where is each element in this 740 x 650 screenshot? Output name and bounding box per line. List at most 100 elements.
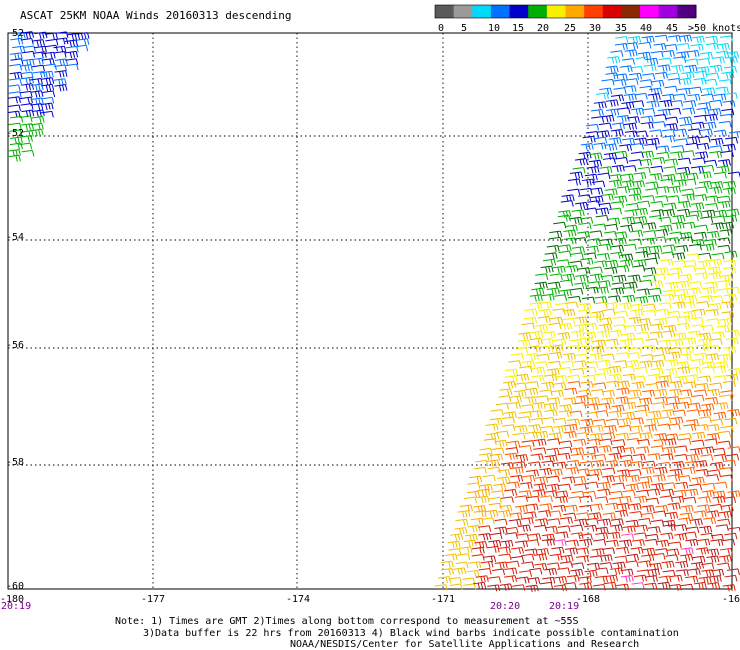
wind-barb — [663, 438, 677, 446]
wind-barb — [623, 85, 637, 93]
wind-barb — [680, 236, 694, 244]
wind-barb — [662, 330, 676, 338]
wind-barb — [638, 560, 652, 568]
wind-barb — [651, 402, 665, 409]
wind-barb — [599, 87, 613, 95]
wind-barb — [630, 309, 644, 317]
wind-barb — [569, 216, 583, 225]
wind-barb — [712, 447, 726, 455]
wind-barb — [591, 345, 605, 354]
wind-barb — [661, 293, 675, 301]
wind-barb — [535, 273, 549, 280]
wind-barb — [671, 495, 685, 503]
wind-barb — [477, 488, 491, 497]
wind-barb — [657, 461, 671, 469]
wind-barb — [719, 113, 733, 121]
wind-barb — [589, 230, 603, 237]
wind-barb — [605, 418, 619, 426]
wind-barb — [662, 446, 676, 454]
wind-barb — [569, 410, 583, 418]
wind-barb — [722, 143, 736, 152]
wind-barb — [489, 417, 503, 425]
wind-barb — [615, 36, 629, 43]
wind-barb — [616, 387, 630, 395]
wind-barb — [661, 93, 675, 101]
wind-barb — [623, 165, 637, 172]
wind-barb — [473, 581, 487, 590]
wind-barb — [600, 274, 614, 282]
wind-barb — [591, 310, 605, 319]
wind-barb — [651, 209, 665, 217]
wind-barb — [641, 237, 655, 245]
wind-barb — [671, 221, 685, 230]
wind-barb — [675, 481, 689, 489]
wind-barb — [726, 568, 740, 576]
wind-barb — [523, 396, 537, 404]
wind-barb — [710, 539, 724, 547]
wind-barb — [568, 295, 582, 303]
wind-barb — [535, 395, 549, 402]
wind-barb — [518, 445, 532, 452]
wind-barb — [605, 346, 619, 353]
color-scale-swatch — [677, 5, 697, 18]
wind-barb — [20, 83, 35, 91]
wind-barb — [722, 100, 736, 108]
wind-barb — [593, 142, 607, 150]
wind-barb — [664, 368, 678, 376]
wind-barb — [684, 295, 698, 303]
wind-barb — [450, 533, 464, 541]
wind-barb — [524, 308, 538, 316]
wind-barb — [675, 569, 689, 577]
wind-barb — [22, 45, 36, 53]
wind-barb — [440, 560, 454, 568]
wind-barb — [719, 394, 733, 402]
wind-barb — [641, 466, 655, 475]
color-scale-swatch — [602, 5, 622, 18]
wind-barb — [685, 58, 699, 66]
wind-barb — [541, 293, 555, 301]
wind-barb — [508, 518, 522, 526]
wind-barb — [665, 116, 679, 124]
wind-barb — [642, 107, 656, 115]
wind-barb — [587, 438, 601, 446]
wind-barb — [619, 65, 633, 73]
wind-barb — [620, 224, 634, 232]
wind-barb — [614, 231, 628, 239]
wind-barb — [685, 374, 699, 382]
wind-barb — [667, 78, 681, 85]
wind-barb — [628, 432, 642, 439]
wind-barb — [616, 352, 630, 359]
wind-barb — [549, 468, 563, 476]
wind-barb — [20, 71, 34, 79]
wind-barb — [498, 553, 512, 561]
wind-barb — [640, 512, 654, 520]
wind-barb — [716, 43, 730, 51]
wind-barb — [30, 90, 44, 98]
wind-barb — [717, 159, 731, 167]
wind-barb — [695, 151, 709, 159]
wind-barb — [696, 301, 710, 308]
wind-barb — [626, 474, 640, 483]
wind-barb — [698, 375, 712, 383]
wind-barb — [669, 574, 683, 582]
wind-barb — [593, 382, 607, 389]
wind-barb — [547, 397, 561, 405]
wind-barb — [586, 562, 600, 570]
wind-barb — [635, 296, 649, 304]
wind-barb — [602, 512, 616, 520]
wind-barb — [613, 274, 627, 283]
wind-barb — [459, 546, 473, 554]
wind-barb — [630, 65, 644, 73]
wind-barb — [711, 252, 725, 260]
wind-barb — [546, 483, 560, 491]
wind-barb — [613, 237, 627, 245]
wind-barb — [563, 512, 577, 520]
wind-barb — [638, 517, 652, 525]
wind-barb — [691, 35, 705, 44]
wind-barb — [529, 330, 544, 339]
wind-barb — [683, 381, 697, 389]
color-scale-swatch — [658, 5, 678, 18]
wind-barb — [719, 229, 733, 237]
wind-barb — [642, 344, 656, 353]
wind-barb — [573, 401, 587, 409]
